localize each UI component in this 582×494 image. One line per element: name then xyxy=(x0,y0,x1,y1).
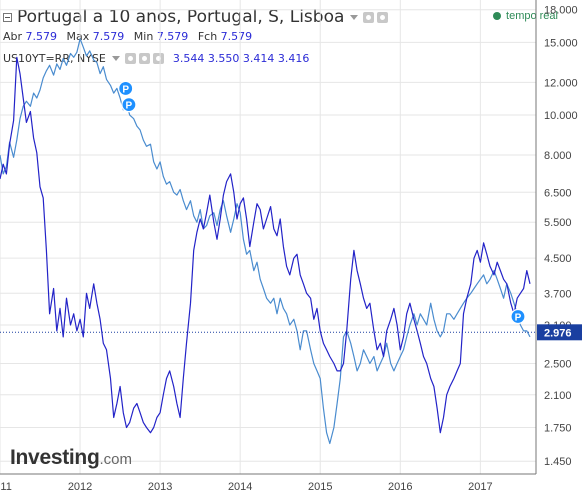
event-marker xyxy=(118,80,134,97)
y-tick-label: 6.500 xyxy=(544,187,572,199)
ohlc-high-value: 7.579 xyxy=(92,30,125,43)
series-visibility-icon[interactable] xyxy=(124,53,136,64)
collapse-icon[interactable] xyxy=(3,12,12,22)
ohlc-open-label: Abr xyxy=(3,30,23,43)
y-tick-label: 8.000 xyxy=(544,150,572,162)
y-tick-label: 5.500 xyxy=(544,217,572,229)
ohlc-low-label: Min xyxy=(133,30,154,43)
series-line xyxy=(0,56,531,434)
y-tick-label: 15.000 xyxy=(544,37,578,49)
ohlc-readout: Abr 7.579 Max 7.579 Min 7.579 Fch 7.579 xyxy=(3,30,258,43)
y-tick-label: 2.500 xyxy=(544,359,572,371)
y-tick-label: 2.100 xyxy=(544,390,572,402)
series-settings-icon[interactable] xyxy=(138,53,150,64)
ohlc-close-label: Fch xyxy=(197,30,218,43)
x-tick-label: 2017 xyxy=(468,481,492,493)
y-tick-label: 1.450 xyxy=(544,456,572,468)
ohlc-high-label: Max xyxy=(66,30,90,43)
series-remove-icon[interactable] xyxy=(152,53,164,64)
event-marker-label: P xyxy=(122,84,129,95)
event-markers: PPP xyxy=(118,80,526,325)
y-tick-label: 3.700 xyxy=(544,288,572,300)
y-tick-label: 12.000 xyxy=(544,77,578,89)
y-tick-label: 18.000 xyxy=(544,5,578,17)
visibility-icon[interactable] xyxy=(363,11,375,23)
grid xyxy=(0,0,536,474)
chart-title: Portugal a 10 anos, Portugal, S, Lisboa xyxy=(17,7,345,27)
current-value-badge xyxy=(537,324,582,341)
y-tick-label: 4.500 xyxy=(544,253,572,265)
y-tick-label: 1.750 xyxy=(544,422,572,434)
title-dropdown-icon[interactable] xyxy=(350,14,359,20)
ohlc-open-value: 7.579 xyxy=(25,30,58,43)
investing-logo: Investing.com xyxy=(10,446,132,470)
chart-title-row: Portugal a 10 anos, Portugal, S, Lisboa xyxy=(3,6,391,28)
current-value-label: 2.976 xyxy=(544,327,572,339)
comparison-series-row: US10YT=RR, NYSE 3.544 3.550 3.414 3.416 xyxy=(3,52,309,65)
x-tick-label: 2011 xyxy=(0,481,12,493)
x-tick-label: 2015 xyxy=(308,481,332,493)
ohlc-close-value: 7.579 xyxy=(220,30,253,43)
event-marker xyxy=(510,308,526,325)
realtime-dot-icon xyxy=(493,12,502,20)
x-tick-label: 2013 xyxy=(148,481,172,493)
series-line xyxy=(0,38,531,445)
event-marker-label: P xyxy=(126,101,133,112)
series-dropdown-icon[interactable] xyxy=(111,56,120,61)
logo-main-text: Investing xyxy=(10,446,100,469)
series-lines xyxy=(0,38,531,445)
event-marker-label: P xyxy=(515,313,522,324)
settings-icon[interactable] xyxy=(377,11,389,23)
realtime-label: tempo real xyxy=(506,10,558,22)
ohlc-low-value: 7.579 xyxy=(156,30,189,43)
realtime-indicator: tempo real xyxy=(493,10,558,22)
event-marker xyxy=(121,97,137,113)
comparison-series-values: 3.544 3.550 3.414 3.416 xyxy=(172,52,310,65)
x-tick-label: 2016 xyxy=(388,481,412,493)
x-tick-label: 2012 xyxy=(68,481,92,493)
logo-suffix-text: .com xyxy=(99,451,132,468)
y-tick-label: 10.000 xyxy=(544,110,578,122)
x-tick-label: 2014 xyxy=(228,481,252,493)
